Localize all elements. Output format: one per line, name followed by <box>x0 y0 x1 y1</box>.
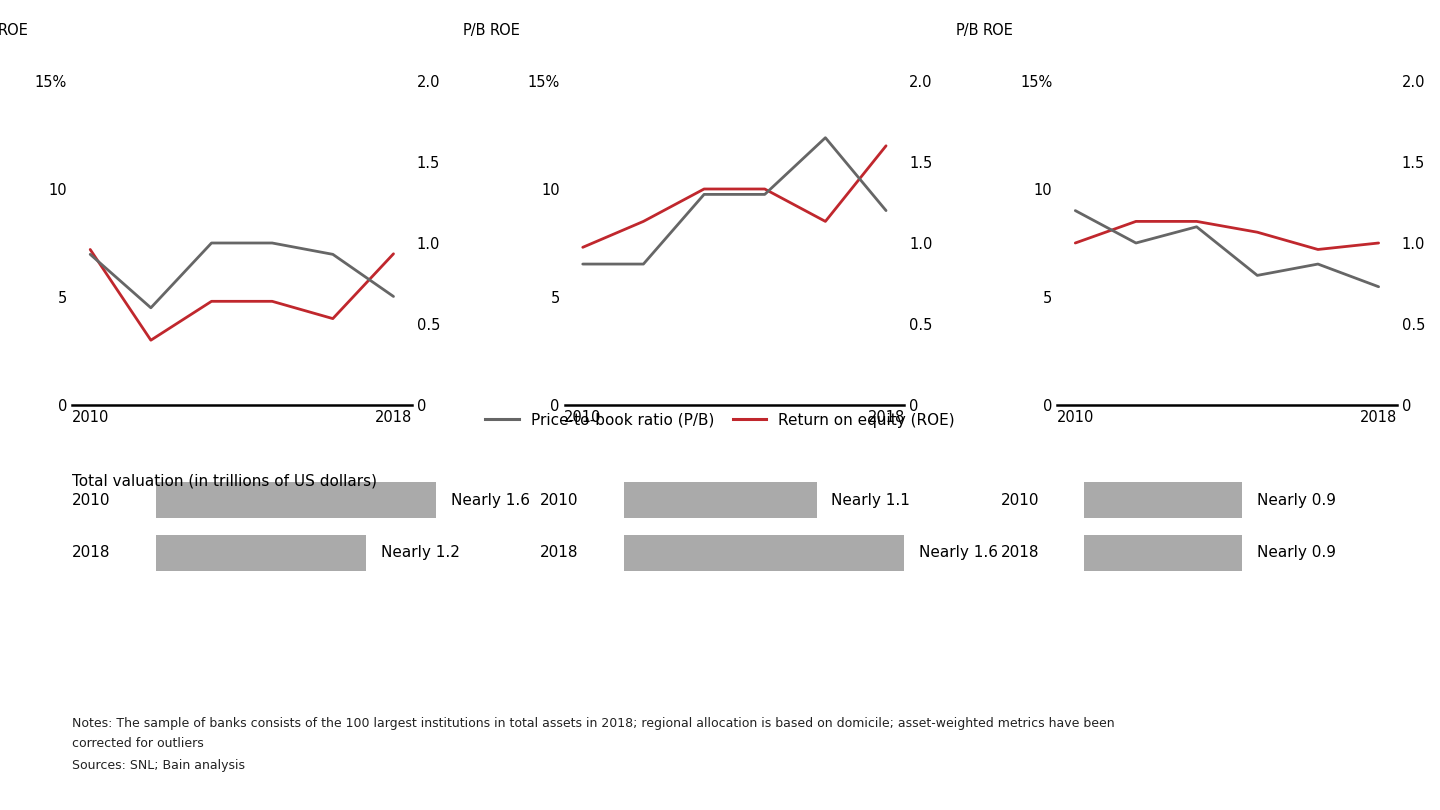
Text: Nearly 1.1: Nearly 1.1 <box>831 492 910 508</box>
Text: Nearly 1.2: Nearly 1.2 <box>380 545 459 561</box>
Text: 2018: 2018 <box>72 545 111 561</box>
Text: Total valuation (in trillions of US dollars): Total valuation (in trillions of US doll… <box>72 474 377 489</box>
Text: ROE: ROE <box>982 23 1014 38</box>
Text: P/B: P/B <box>462 23 487 38</box>
Text: 2010: 2010 <box>72 492 111 508</box>
Text: Nearly 0.9: Nearly 0.9 <box>1257 492 1336 508</box>
Text: 2010: 2010 <box>1001 492 1040 508</box>
Text: Nearly 1.6: Nearly 1.6 <box>451 492 530 508</box>
Text: P/B: P/B <box>956 23 979 38</box>
Legend: Price-to-book ratio (P/B), Return on equity (ROE): Price-to-book ratio (P/B), Return on equ… <box>480 407 960 434</box>
Text: 2018: 2018 <box>540 545 579 561</box>
Text: ROE: ROE <box>0 23 29 38</box>
Text: Nearly 0.9: Nearly 0.9 <box>1257 545 1336 561</box>
Text: Notes: The sample of banks consists of the 100 largest institutions in total ass: Notes: The sample of banks consists of t… <box>72 717 1115 730</box>
Text: corrected for outliers: corrected for outliers <box>72 737 203 750</box>
Text: 2010: 2010 <box>540 492 579 508</box>
Text: Sources: SNL; Bain analysis: Sources: SNL; Bain analysis <box>72 759 245 772</box>
Text: ROE: ROE <box>490 23 521 38</box>
Text: 2018: 2018 <box>1001 545 1040 561</box>
Text: Nearly 1.6: Nearly 1.6 <box>919 545 998 561</box>
